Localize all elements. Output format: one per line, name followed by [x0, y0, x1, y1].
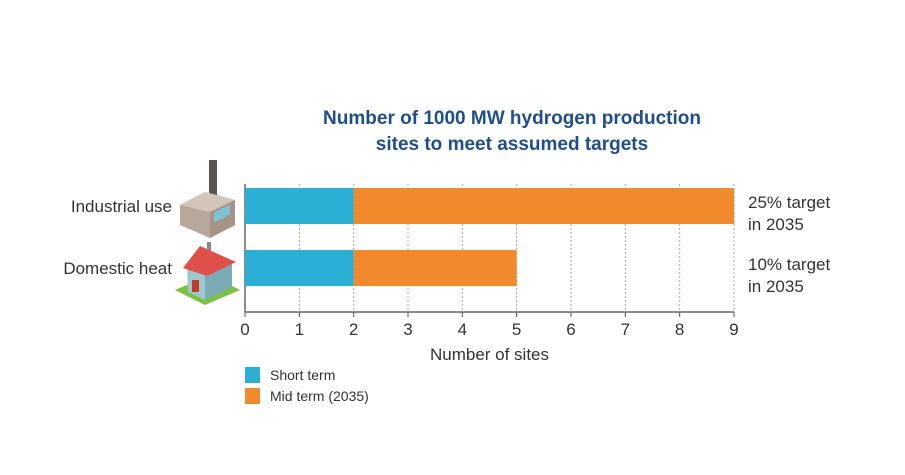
target-annotation: in 2035	[748, 215, 804, 234]
x-tick-label: 6	[566, 320, 575, 339]
target-annotation: 10% target	[748, 255, 830, 274]
target-annotation: 25% target	[748, 193, 830, 212]
bar-short-term	[245, 188, 354, 224]
legend-swatch	[245, 388, 260, 404]
x-tick-label: 8	[675, 320, 684, 339]
x-tick-label: 1	[295, 320, 304, 339]
x-tick-label: 9	[729, 320, 738, 339]
bar-mid-term-2035	[353, 188, 734, 224]
x-axis-label: Number of sites	[430, 345, 549, 364]
category-label: Industrial use	[71, 197, 172, 216]
x-tick-label: 2	[349, 320, 358, 339]
x-tick-label: 7	[621, 320, 630, 339]
target-annotation: in 2035	[748, 277, 804, 296]
x-tick-label: 3	[403, 320, 412, 339]
bar-short-term	[245, 250, 354, 286]
bar-mid-term-2035	[353, 250, 517, 286]
legend-label: Mid term (2035)	[270, 388, 369, 404]
x-tick-label: 0	[240, 320, 249, 339]
legend-swatch	[245, 367, 260, 383]
category-label: Domestic heat	[63, 259, 172, 278]
x-tick-label: 4	[458, 320, 467, 339]
chart-title-line-1: Number of 1000 MW hydrogen production	[323, 108, 701, 129]
factory-icon	[180, 160, 235, 238]
x-tick-label: 5	[512, 320, 521, 339]
house-icon	[175, 242, 240, 305]
legend-label: Short term	[270, 367, 335, 383]
chart-title-line-2: sites to meet assumed targets	[376, 134, 648, 155]
